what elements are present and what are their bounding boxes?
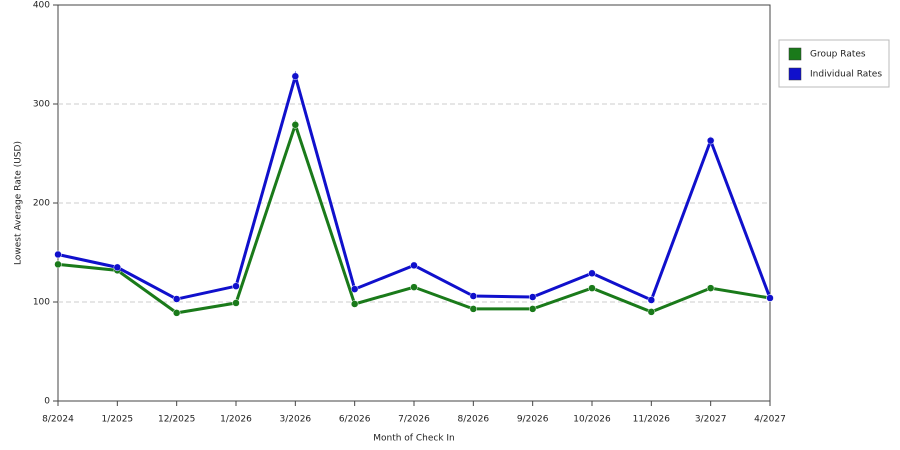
data-point — [172, 295, 181, 303]
y-tick-label: 200 — [33, 199, 50, 209]
data-point — [410, 283, 418, 291]
data-point — [410, 261, 418, 270]
data-point — [528, 293, 537, 301]
y-tick-label: 100 — [33, 298, 50, 308]
data-point — [706, 136, 715, 145]
data-point — [766, 294, 774, 302]
x-axis-label: Month of Check In — [373, 434, 455, 444]
x-tick-label: 8/2026 — [457, 415, 489, 425]
data-point — [172, 309, 181, 317]
legend-label: Individual Rates — [810, 70, 882, 80]
data-point — [588, 284, 596, 292]
legend-swatch — [788, 67, 802, 81]
x-tick-label: 9/2026 — [517, 415, 549, 425]
data-point — [528, 305, 537, 313]
data-point — [113, 263, 122, 272]
y-tick-label: 400 — [33, 1, 50, 11]
data-point — [291, 121, 300, 129]
data-point — [647, 296, 656, 304]
data-point — [232, 299, 240, 307]
x-tick-label: 8/2024 — [42, 415, 74, 425]
x-tick-label: 3/2027 — [695, 415, 727, 425]
data-point — [706, 284, 715, 292]
y-axis-label: Lowest Average Rate (USD) — [14, 141, 24, 265]
data-point — [350, 285, 359, 293]
x-tick-label: 3/2026 — [279, 415, 311, 425]
legend-swatch — [788, 47, 802, 61]
x-tick-label: 7/2026 — [398, 415, 430, 425]
y-tick-label: 0 — [44, 397, 50, 407]
data-point — [469, 292, 478, 300]
x-tick-label: 11/2026 — [633, 415, 671, 425]
data-point — [54, 260, 62, 269]
data-point — [588, 269, 596, 278]
x-tick-label: 12/2025 — [158, 415, 195, 425]
data-point — [647, 308, 656, 316]
legend-label: Group Rates — [810, 50, 866, 60]
x-tick-label: 4/2027 — [754, 415, 786, 425]
data-point — [291, 72, 300, 81]
x-tick-label: 10/2026 — [573, 415, 611, 425]
data-point — [54, 250, 62, 259]
x-tick-label: 6/2026 — [339, 415, 371, 425]
x-tick-label: 1/2025 — [101, 415, 133, 425]
x-tick-label: 1/2026 — [220, 415, 252, 425]
data-point — [350, 300, 359, 308]
data-point — [469, 305, 478, 313]
y-tick-label: 300 — [33, 100, 50, 110]
data-point — [232, 282, 240, 290]
